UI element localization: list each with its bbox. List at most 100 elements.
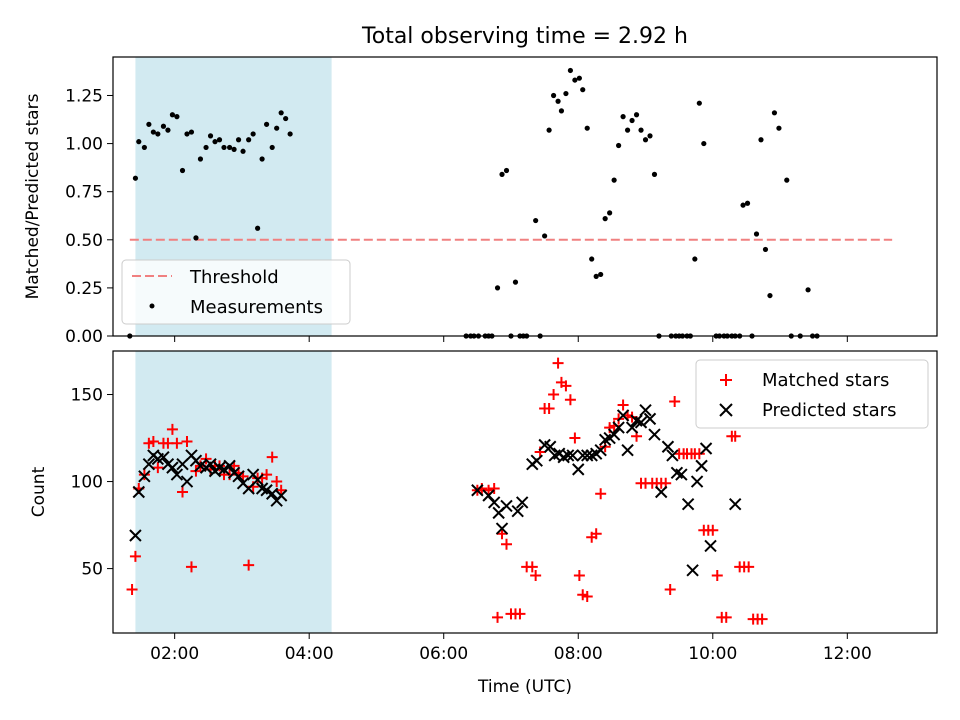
- predicted-star-marker: [232, 470, 245, 483]
- matched-star-marker: [560, 380, 572, 392]
- predicted-star-marker: [251, 473, 264, 487]
- matched-star-marker: [581, 590, 593, 602]
- measurement-point: [240, 148, 246, 154]
- matched-star-marker: [243, 559, 255, 571]
- measurement-point: [184, 131, 190, 137]
- matched-star-marker: [693, 448, 705, 460]
- predicted-star-marker: [166, 461, 179, 474]
- measurement-point: [174, 114, 180, 120]
- matched-star-marker: [496, 528, 508, 540]
- matched-star-marker: [181, 436, 193, 448]
- measurement-point: [278, 110, 284, 116]
- bottom-x-axis-label: Time (UTC): [477, 677, 572, 697]
- predicted-star-marker: [576, 449, 589, 462]
- measurement-point: [616, 142, 622, 149]
- measurement-point: [150, 129, 156, 135]
- bottom-y-axis-label: Count: [29, 466, 49, 517]
- measurement-point: [598, 271, 604, 278]
- measurement-point: [274, 125, 280, 131]
- predicted-star-marker: [129, 529, 142, 542]
- measurement-point: [246, 137, 252, 143]
- measurement-point: [283, 115, 289, 122]
- measurement-point: [558, 108, 565, 114]
- bottom-x-axis: 02:00 04:00 06:00 08:00 10:00 12:00: [150, 633, 872, 664]
- matched-star-marker: [514, 608, 526, 620]
- predicted-star-marker: [274, 489, 288, 502]
- matched-star-marker: [488, 483, 500, 495]
- measurement-point: [287, 131, 293, 137]
- measurement-point: [231, 146, 237, 152]
- predicted-star-marker: [639, 403, 652, 417]
- measurement-point: [584, 125, 590, 131]
- measurement-point: [250, 131, 256, 137]
- bottom-y-tick-label: 50: [81, 560, 103, 580]
- top-axes-frame: [112, 56, 938, 337]
- measurement-point: [160, 123, 167, 129]
- measurement-point: [179, 167, 186, 174]
- matched-stars-legend-swatch: [720, 374, 732, 386]
- measurement-point: [503, 167, 510, 174]
- measurement-point: [771, 110, 778, 116]
- matched-star-marker: [483, 484, 495, 496]
- measurement-point: [546, 127, 552, 133]
- bottom-legend-box: [695, 359, 929, 429]
- bottom-x-tick-label: 04:00: [285, 644, 334, 664]
- matched-star-marker: [185, 561, 197, 573]
- measurement-point: [550, 92, 557, 99]
- measurement-point: [555, 98, 561, 104]
- predicted-star-marker: [217, 463, 231, 476]
- bottom-legend: Matched stars Predicted stars: [695, 359, 929, 429]
- predicted-star-marker: [661, 440, 675, 453]
- measurement-point: [563, 90, 569, 97]
- predicted-star-marker: [625, 421, 639, 434]
- measurement-point: [692, 256, 698, 262]
- measurement-point: [758, 137, 764, 143]
- measurement-point: [776, 125, 782, 131]
- matched-star-marker: [720, 611, 732, 623]
- measurement-point: [269, 144, 275, 151]
- predicted-stars-markers: [129, 403, 742, 577]
- measurement-point: [767, 292, 773, 299]
- measurement-point: [499, 171, 505, 177]
- predicted-star-marker: [695, 459, 708, 473]
- measurement-point: [744, 200, 751, 206]
- bottom-x-tick-label: 02:00: [150, 644, 199, 664]
- measurement-point: [188, 129, 195, 135]
- measurement-point: [633, 112, 640, 118]
- predicted-star-marker: [728, 497, 742, 511]
- predicted-star-marker: [544, 440, 557, 453]
- predicted-star-marker: [675, 468, 688, 481]
- predicted-star-marker: [471, 484, 484, 497]
- predicted-stars-legend-swatch: [719, 403, 733, 417]
- measurement-point: [589, 256, 595, 262]
- measurement-point: [263, 121, 270, 127]
- measurement-point: [165, 127, 171, 133]
- measurement-point: [533, 217, 539, 224]
- bottom-axes-frame: [112, 350, 938, 634]
- predicted-star-marker: [511, 504, 524, 518]
- matched-star-marker: [147, 436, 159, 448]
- measurement-point: [146, 121, 152, 127]
- matched-star-marker: [590, 528, 602, 540]
- measurement-point: [207, 133, 214, 139]
- matched-star-marker: [177, 486, 189, 498]
- measurement-point: [136, 139, 142, 145]
- matched-star-marker: [711, 570, 723, 582]
- top-y-tick-label: 0.75: [65, 183, 103, 203]
- predicted-star-marker: [616, 409, 630, 422]
- matched-star-marker: [617, 399, 629, 411]
- matched-star-marker: [492, 611, 504, 623]
- predicted-star-marker: [612, 421, 625, 434]
- measurement-point: [762, 246, 769, 253]
- top-y-tick-label: 1.25: [65, 86, 103, 106]
- predicted-star-marker: [634, 416, 648, 429]
- measurement-point: [638, 127, 644, 133]
- measurement-point: [197, 156, 204, 162]
- matched-star-marker: [595, 488, 607, 500]
- measurement-point: [203, 144, 209, 151]
- bottom-y-tick-label: 150: [71, 386, 103, 406]
- measurement-point: [753, 231, 760, 237]
- bottom-y-axis: 50 100 150: [71, 386, 113, 580]
- measurement-point: [193, 235, 199, 241]
